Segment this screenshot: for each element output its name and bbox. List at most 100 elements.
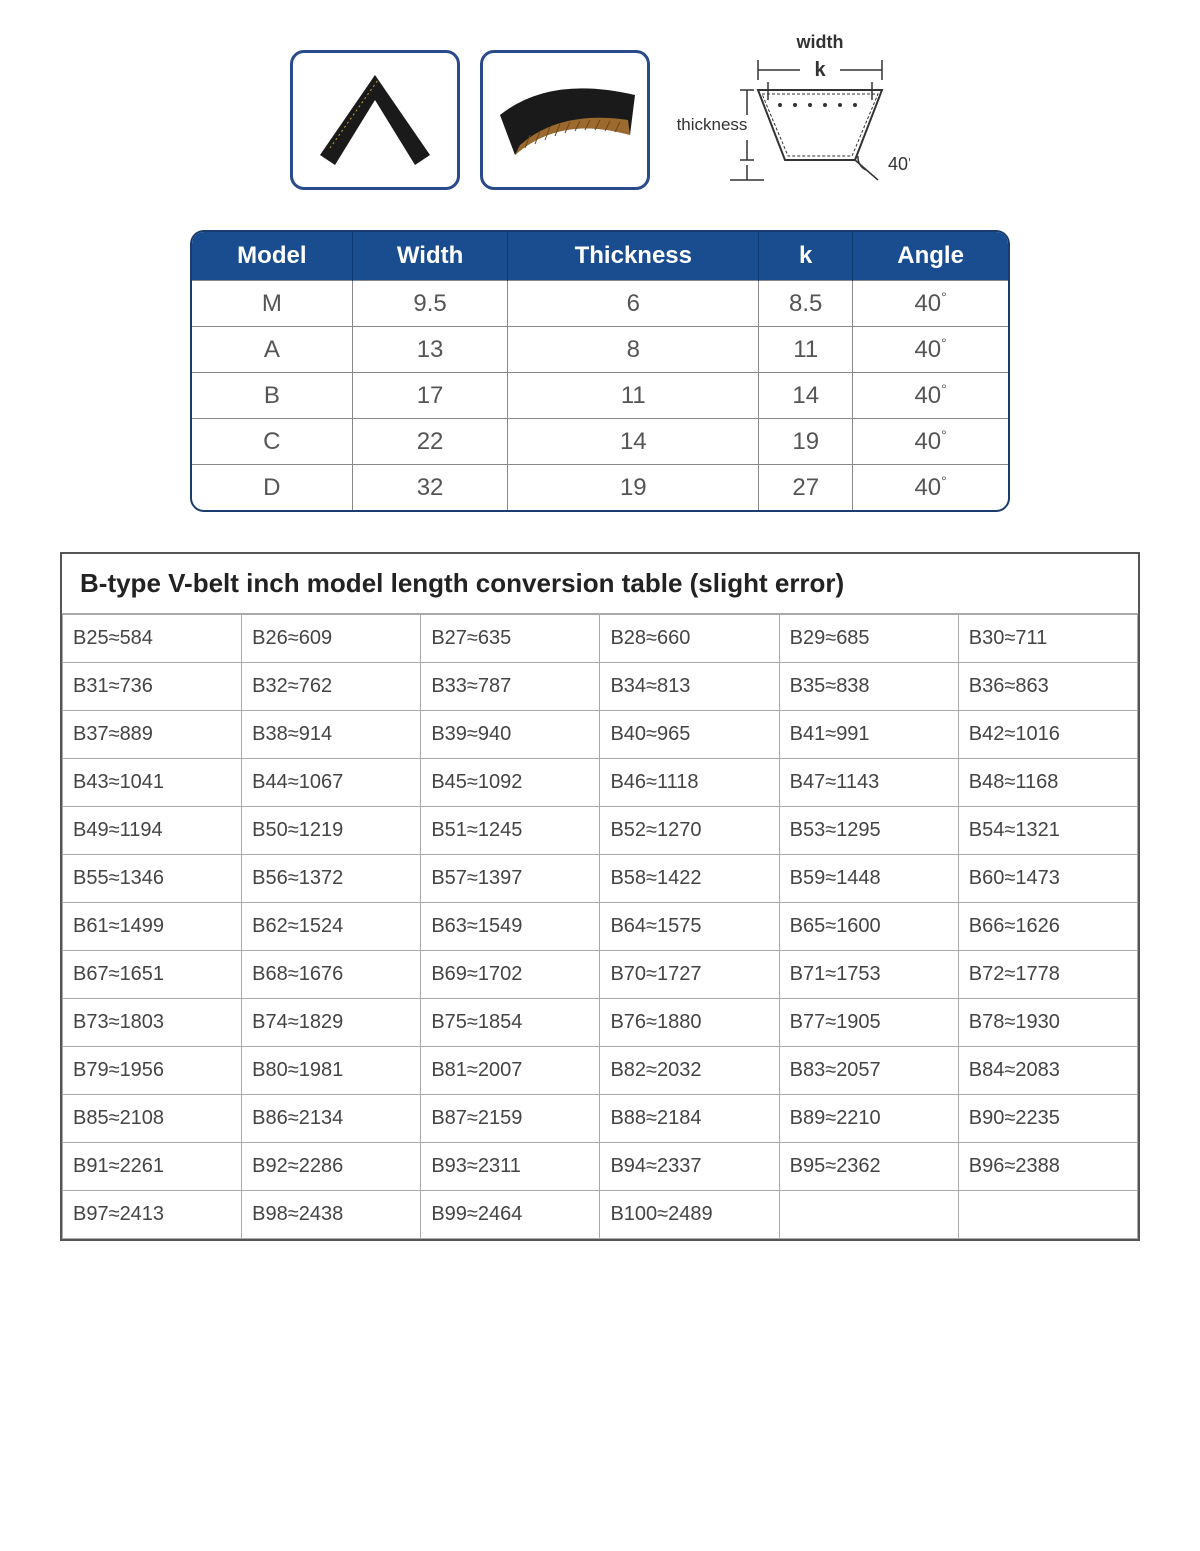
conv-cell: B62≈1524 bbox=[242, 903, 421, 951]
conv-cell: B93≈2311 bbox=[421, 1143, 600, 1191]
conv-cell: B88≈2184 bbox=[600, 1095, 779, 1143]
spec-cell: 11 bbox=[508, 373, 759, 419]
conversion-title: B-type V-belt inch model length conversi… bbox=[62, 554, 1138, 614]
conv-cell: B66≈1626 bbox=[958, 903, 1137, 951]
conv-cell: B49≈1194 bbox=[63, 807, 242, 855]
cross-section-diagram: width k thickness bbox=[670, 30, 910, 210]
conv-cell: B63≈1549 bbox=[421, 903, 600, 951]
spec-cell: 22 bbox=[352, 419, 508, 465]
conv-cell: B41≈991 bbox=[779, 711, 958, 759]
conv-cell: B74≈1829 bbox=[242, 999, 421, 1047]
conv-cell: B98≈2438 bbox=[242, 1191, 421, 1239]
conv-cell: B39≈940 bbox=[421, 711, 600, 759]
belt-image-2 bbox=[480, 50, 650, 190]
conv-cell: B90≈2235 bbox=[958, 1095, 1137, 1143]
product-images-row: width k thickness bbox=[60, 30, 1140, 210]
conv-cell: B43≈1041 bbox=[63, 759, 242, 807]
conv-cell: B75≈1854 bbox=[421, 999, 600, 1047]
conv-cell: B89≈2210 bbox=[779, 1095, 958, 1143]
conv-cell: B29≈685 bbox=[779, 615, 958, 663]
conv-cell: B65≈1600 bbox=[779, 903, 958, 951]
conv-cell: B64≈1575 bbox=[600, 903, 779, 951]
conv-cell: B51≈1245 bbox=[421, 807, 600, 855]
conv-cell: B32≈762 bbox=[242, 663, 421, 711]
conv-cell: B28≈660 bbox=[600, 615, 779, 663]
conversion-table: B-type V-belt inch model length conversi… bbox=[60, 552, 1140, 1241]
spec-header: Thickness bbox=[508, 232, 759, 281]
conv-cell: B46≈1118 bbox=[600, 759, 779, 807]
conv-cell: B61≈1499 bbox=[63, 903, 242, 951]
spec-cell: 40° bbox=[853, 373, 1008, 419]
conv-cell: B83≈2057 bbox=[779, 1047, 958, 1095]
conv-cell: B77≈1905 bbox=[779, 999, 958, 1047]
spec-cell: B bbox=[192, 373, 352, 419]
spec-cell: A bbox=[192, 327, 352, 373]
conv-cell: B33≈787 bbox=[421, 663, 600, 711]
conv-cell: B94≈2337 bbox=[600, 1143, 779, 1191]
conv-cell: B30≈711 bbox=[958, 615, 1137, 663]
spec-header: Angle bbox=[853, 232, 1008, 281]
conv-cell: B44≈1067 bbox=[242, 759, 421, 807]
conv-cell: B58≈1422 bbox=[600, 855, 779, 903]
conv-cell: B56≈1372 bbox=[242, 855, 421, 903]
spec-cell: 11 bbox=[759, 327, 853, 373]
diagram-width-label: width bbox=[796, 32, 844, 52]
spec-cell: 8 bbox=[508, 327, 759, 373]
conv-cell: B67≈1651 bbox=[63, 951, 242, 999]
conv-cell: B97≈2413 bbox=[63, 1191, 242, 1239]
conv-cell: B37≈889 bbox=[63, 711, 242, 759]
conv-cell: B80≈1981 bbox=[242, 1047, 421, 1095]
conv-cell: B85≈2108 bbox=[63, 1095, 242, 1143]
conv-cell: B59≈1448 bbox=[779, 855, 958, 903]
diagram-angle-label: 40° bbox=[888, 154, 910, 174]
conv-cell: B99≈2464 bbox=[421, 1191, 600, 1239]
conv-cell: B87≈2159 bbox=[421, 1095, 600, 1143]
conv-cell: B73≈1803 bbox=[63, 999, 242, 1047]
spec-cell: 14 bbox=[508, 419, 759, 465]
spec-cell: 19 bbox=[508, 465, 759, 511]
spec-table: ModelWidthThicknesskAngle M9.568.540°A13… bbox=[190, 230, 1010, 512]
spec-header: Model bbox=[192, 232, 352, 281]
conv-cell: B71≈1753 bbox=[779, 951, 958, 999]
spec-cell: 40° bbox=[853, 327, 1008, 373]
conv-cell: B60≈1473 bbox=[958, 855, 1137, 903]
conv-cell bbox=[958, 1191, 1137, 1239]
spec-cell: D bbox=[192, 465, 352, 511]
spec-cell: 6 bbox=[508, 281, 759, 327]
conv-cell: B57≈1397 bbox=[421, 855, 600, 903]
conv-cell: B45≈1092 bbox=[421, 759, 600, 807]
conv-cell: B84≈2083 bbox=[958, 1047, 1137, 1095]
spec-cell: M bbox=[192, 281, 352, 327]
conv-cell: B38≈914 bbox=[242, 711, 421, 759]
conv-cell: B68≈1676 bbox=[242, 951, 421, 999]
spec-cell: 8.5 bbox=[759, 281, 853, 327]
conv-cell: B100≈2489 bbox=[600, 1191, 779, 1239]
conv-cell: B81≈2007 bbox=[421, 1047, 600, 1095]
spec-cell: 27 bbox=[759, 465, 853, 511]
conv-cell: B26≈609 bbox=[242, 615, 421, 663]
diagram-k-label: k bbox=[814, 59, 826, 81]
conv-cell: B78≈1930 bbox=[958, 999, 1137, 1047]
conv-cell: B55≈1346 bbox=[63, 855, 242, 903]
conv-cell: B42≈1016 bbox=[958, 711, 1137, 759]
belt-image-1 bbox=[290, 50, 460, 190]
conv-cell: B96≈2388 bbox=[958, 1143, 1137, 1191]
conv-cell: B48≈1168 bbox=[958, 759, 1137, 807]
spec-cell: 9.5 bbox=[352, 281, 508, 327]
spec-header: k bbox=[759, 232, 853, 281]
conv-cell: B27≈635 bbox=[421, 615, 600, 663]
conv-cell: B34≈813 bbox=[600, 663, 779, 711]
spec-cell: 40° bbox=[853, 419, 1008, 465]
conv-cell: B92≈2286 bbox=[242, 1143, 421, 1191]
spec-cell: 17 bbox=[352, 373, 508, 419]
conv-cell: B70≈1727 bbox=[600, 951, 779, 999]
conv-cell: B69≈1702 bbox=[421, 951, 600, 999]
conv-cell: B47≈1143 bbox=[779, 759, 958, 807]
spec-cell: 40° bbox=[853, 281, 1008, 327]
spec-cell: C bbox=[192, 419, 352, 465]
conv-cell: B40≈965 bbox=[600, 711, 779, 759]
conv-cell: B54≈1321 bbox=[958, 807, 1137, 855]
diagram-thickness-label: thickness bbox=[677, 115, 748, 134]
conv-cell: B50≈1219 bbox=[242, 807, 421, 855]
conv-cell: B35≈838 bbox=[779, 663, 958, 711]
